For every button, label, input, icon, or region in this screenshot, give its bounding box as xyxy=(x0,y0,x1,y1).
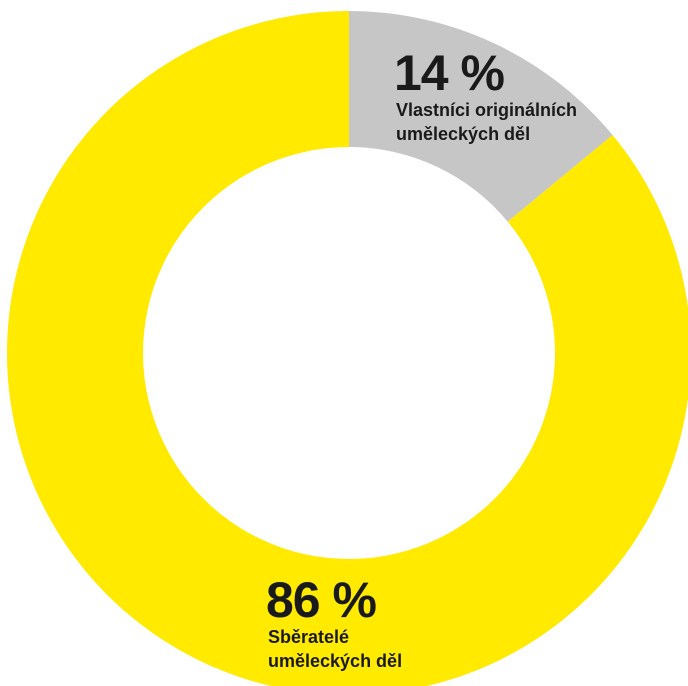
slice-collectors xyxy=(7,11,688,686)
slice-owners xyxy=(349,11,613,222)
label-collectors: 86 % Sběratelé uměleckých děl xyxy=(266,572,402,671)
label-collectors-line-1: Sběratelé xyxy=(268,627,349,647)
value-label-owners: 14 % xyxy=(394,45,505,101)
label-owners-line-2: uměleckých děl xyxy=(396,124,530,144)
value-label-collectors: 86 % xyxy=(266,572,377,628)
donut-slices xyxy=(7,11,688,686)
label-collectors-line-2: uměleckých děl xyxy=(268,651,402,671)
label-owners: 14 % Vlastníci originálních uměleckých d… xyxy=(394,45,577,144)
label-owners-line-1: Vlastníci originálních xyxy=(396,100,577,120)
